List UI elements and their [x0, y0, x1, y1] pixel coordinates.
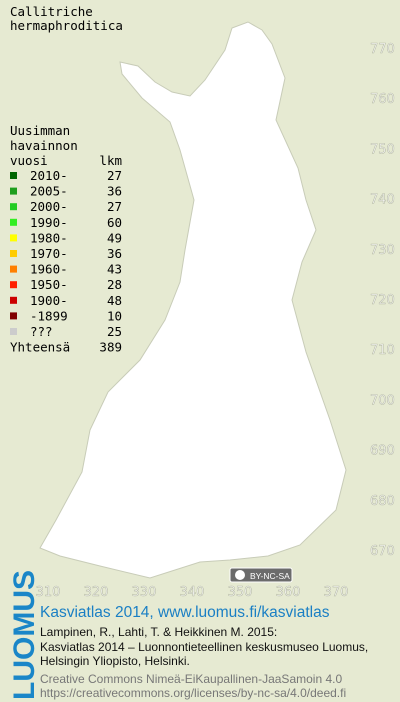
citation: Helsingin Yliopisto, Helsinki. — [40, 654, 190, 668]
y-tick-label: 740 — [370, 193, 395, 208]
legend-count: 49 — [107, 230, 122, 245]
y-tick-label: 720 — [370, 293, 395, 308]
legend-swatch — [10, 218, 17, 226]
atlas-link[interactable]: Kasviatlas 2014, www.luomus.fi/kasviatla… — [40, 604, 330, 621]
x-tick-label: 330 — [132, 585, 157, 600]
cc-icon — [235, 570, 245, 580]
cc-badge-text: BY-NC-SA — [250, 571, 290, 581]
legend-label: 1990- — [30, 215, 68, 230]
x-tick-label: 320 — [84, 585, 109, 600]
finland-outline — [39, 21, 347, 579]
license-url[interactable]: https://creativecommons.org/licenses/by-… — [40, 686, 346, 700]
y-tick-label: 680 — [370, 494, 395, 509]
legend-swatch — [10, 187, 17, 195]
license: Creative Commons Nimeä-EiKaupallinen-Jaa… — [40, 672, 342, 686]
y-tick-label: 760 — [370, 92, 395, 107]
legend-count: 60 — [107, 215, 122, 230]
species-name: hermaphroditica — [10, 18, 123, 33]
y-tick-label: 670 — [370, 544, 395, 559]
legend-swatch — [10, 312, 17, 320]
x-tick-label: 370 — [324, 585, 349, 600]
legend-swatch — [10, 265, 17, 273]
y-tick-label: 690 — [370, 444, 395, 459]
legend-count: 36 — [107, 184, 122, 199]
legend-count: 27 — [107, 168, 122, 183]
legend-label: 2000- — [30, 199, 68, 214]
legend-label: -1899 — [30, 308, 68, 323]
legend-swatch — [10, 281, 17, 289]
legend-label: ??? — [30, 324, 53, 339]
legend-label: 1900- — [30, 293, 68, 308]
grid-ticks: 310 320 330 340 350 360 370 670 680 690 700 710 720 7… — [35, 42, 395, 601]
x-tick-label: 310 — [36, 585, 61, 600]
x-tick-label: 350 — [228, 585, 253, 600]
legend-label: 2010- — [30, 168, 68, 183]
legend-swatch — [10, 172, 17, 179]
legend-count: 36 — [107, 246, 122, 261]
y-tick-label: 750 — [370, 142, 395, 157]
x-tick-label: 340 — [180, 585, 205, 600]
legend-count-header: lkm — [99, 153, 122, 168]
citation: Lampinen, R., Lahti, T. & Heikkinen M. 2… — [40, 625, 277, 639]
legend-count: 25 — [107, 324, 122, 339]
y-tick-label: 770 — [370, 42, 395, 57]
legend-swatch — [10, 234, 17, 242]
y-tick-label: 710 — [370, 343, 395, 358]
y-tick-label: 700 — [370, 393, 395, 408]
legend-count: 28 — [107, 277, 122, 292]
legend-label: 2005- — [30, 184, 68, 199]
legend-title: havainnon — [10, 138, 78, 153]
legend: 2010- 27 2005- 36 2000- 27 1990- 60 1980- 49 1970-… — [10, 168, 122, 355]
legend-swatch — [10, 296, 17, 304]
legend-count: 27 — [107, 199, 122, 214]
legend-label: 1970- — [30, 246, 68, 261]
cc-badge — [229, 567, 293, 583]
legend-total-count: 389 — [99, 340, 122, 355]
legend-swatch — [10, 203, 17, 211]
legend-count: 43 — [107, 262, 122, 277]
legend-count: 10 — [107, 308, 122, 323]
legend-label: 1980- — [30, 230, 68, 245]
citation: Kasviatlas 2014 – Luonnontieteellinen ke… — [40, 640, 368, 654]
logo: LUOMUS — [8, 570, 41, 700]
legend-label: 1960- — [30, 262, 68, 277]
legend-swatch — [10, 250, 17, 257]
y-tick-label: 730 — [370, 243, 395, 258]
legend-title: vuosi — [10, 153, 48, 168]
species-name: Callitriche — [10, 4, 93, 19]
legend-swatch — [10, 328, 17, 335]
legend-title: Uusimman — [10, 123, 70, 138]
legend-count: 48 — [107, 293, 122, 308]
x-tick-label: 360 — [276, 585, 301, 600]
legend-total-label: Yhteensä — [10, 340, 70, 355]
legend-label: 1950- — [30, 277, 68, 292]
